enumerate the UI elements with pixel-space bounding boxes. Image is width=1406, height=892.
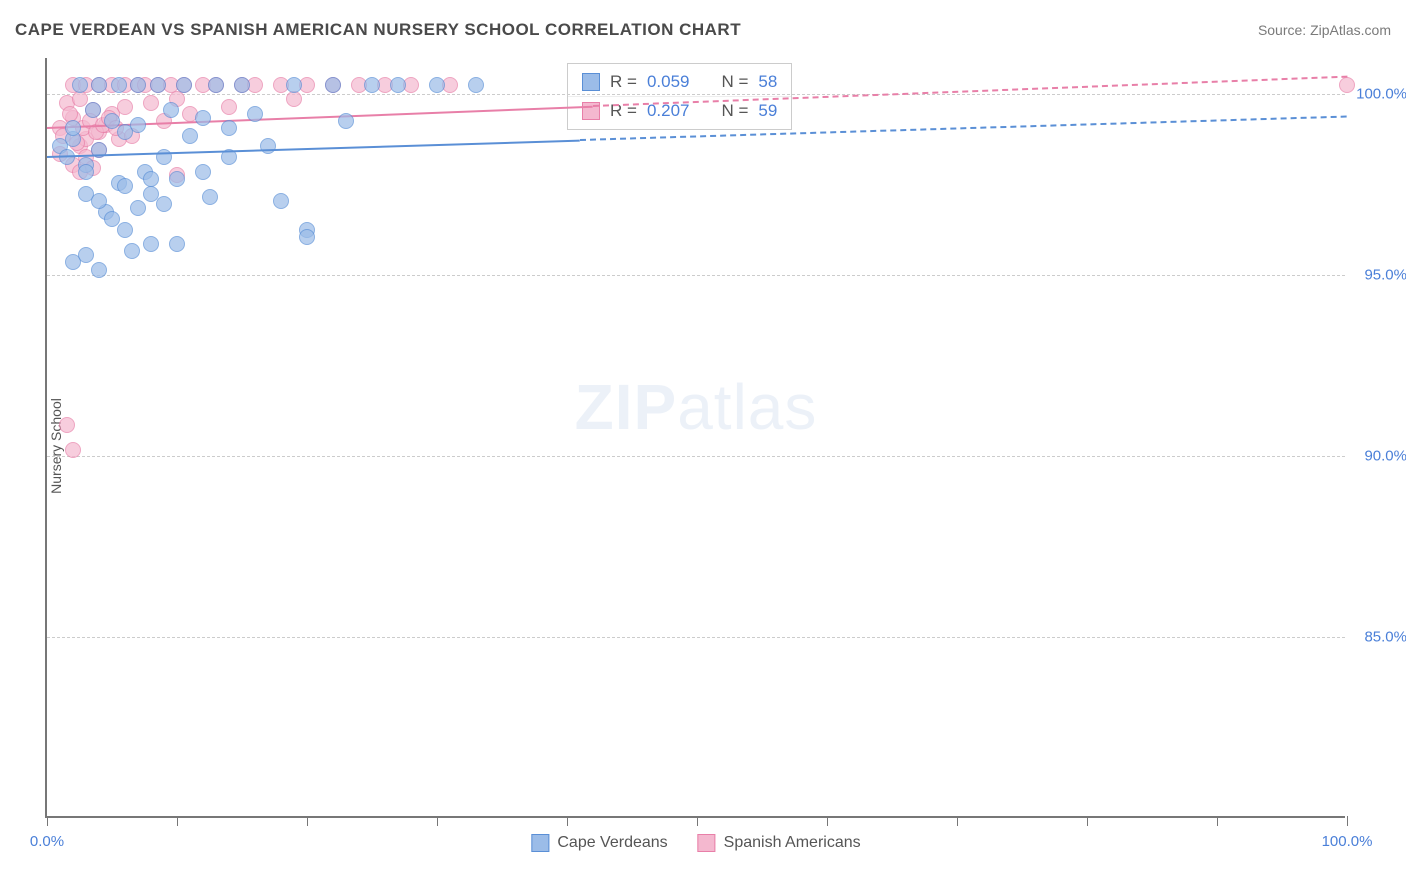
y-tick-label: 90.0% [1364,448,1406,465]
gridline [47,637,1345,638]
data-point-cape-verdeans [195,164,211,180]
data-point-spanish-americans [286,91,302,107]
data-point-cape-verdeans [150,77,166,93]
data-point-cape-verdeans [65,120,81,136]
x-tick [47,816,48,826]
data-point-cape-verdeans [163,102,179,118]
x-tick [177,816,178,826]
gridline [47,456,1345,457]
data-point-cape-verdeans [117,222,133,238]
x-tick-label: 0.0% [30,833,64,850]
data-point-spanish-americans [59,417,75,433]
data-point-cape-verdeans [143,171,159,187]
data-point-spanish-americans [1339,77,1355,93]
gridline [47,94,1345,95]
source-label: Source: ZipAtlas.com [1258,22,1391,38]
plot-area: ZIPatlas R = 0.059 N = 58 R = 0.207 N = … [45,58,1345,818]
data-point-cape-verdeans [286,77,302,93]
legend-swatch-spanish-americans [698,834,716,852]
data-point-cape-verdeans [91,193,107,209]
x-tick [697,816,698,826]
data-point-cape-verdeans [91,262,107,278]
data-point-cape-verdeans [130,77,146,93]
data-point-spanish-americans [221,99,237,115]
data-point-cape-verdeans [364,77,380,93]
y-tick-label: 85.0% [1364,629,1406,646]
swatch-cape-verdeans [582,73,600,91]
data-point-cape-verdeans [195,110,211,126]
legend: Cape Verdeans Spanish Americans [531,834,860,852]
x-tick [567,816,568,826]
y-tick-label: 100.0% [1356,86,1406,103]
data-point-cape-verdeans [273,193,289,209]
data-point-cape-verdeans [468,77,484,93]
gridline [47,275,1345,276]
x-tick [1217,816,1218,826]
data-point-cape-verdeans [234,77,250,93]
data-point-cape-verdeans [124,243,140,259]
data-point-cape-verdeans [78,164,94,180]
data-point-cape-verdeans [130,200,146,216]
data-point-cape-verdeans [299,229,315,245]
legend-swatch-cape-verdeans [531,834,549,852]
x-tick [437,816,438,826]
x-tick-label: 100.0% [1322,833,1373,850]
stats-box: R = 0.059 N = 58 R = 0.207 N = 59 [567,63,792,130]
x-tick [827,816,828,826]
data-point-cape-verdeans [143,236,159,252]
data-point-cape-verdeans [176,77,192,93]
data-point-cape-verdeans [390,77,406,93]
data-point-cape-verdeans [221,120,237,136]
data-point-cape-verdeans [78,247,94,263]
data-point-cape-verdeans [325,77,341,93]
data-point-spanish-americans [65,442,81,458]
data-point-cape-verdeans [85,102,101,118]
data-point-cape-verdeans [156,196,172,212]
legend-item-spanish-americans: Spanish Americans [698,834,861,852]
data-point-cape-verdeans [130,117,146,133]
x-tick [957,816,958,826]
data-point-spanish-americans [117,99,133,115]
watermark: ZIPatlas [575,370,818,444]
x-tick [307,816,308,826]
data-point-cape-verdeans [169,171,185,187]
data-point-spanish-americans [62,106,78,122]
data-point-cape-verdeans [169,236,185,252]
title-bar: CAPE VERDEAN VS SPANISH AMERICAN NURSERY… [15,20,1391,40]
y-tick-label: 95.0% [1364,267,1406,284]
data-point-cape-verdeans [429,77,445,93]
legend-item-cape-verdeans: Cape Verdeans [531,834,667,852]
stats-row-cape-verdeans: R = 0.059 N = 58 [568,68,791,96]
data-point-cape-verdeans [117,178,133,194]
data-point-cape-verdeans [260,138,276,154]
data-point-cape-verdeans [247,106,263,122]
x-tick [1087,816,1088,826]
data-point-cape-verdeans [182,128,198,144]
data-point-cape-verdeans [91,77,107,93]
data-point-cape-verdeans [111,77,127,93]
data-point-cape-verdeans [72,77,88,93]
data-point-cape-verdeans [202,189,218,205]
data-point-spanish-americans [143,95,159,111]
data-point-cape-verdeans [338,113,354,129]
data-point-cape-verdeans [208,77,224,93]
chart-title: CAPE VERDEAN VS SPANISH AMERICAN NURSERY… [15,20,741,40]
x-tick [1347,816,1348,826]
